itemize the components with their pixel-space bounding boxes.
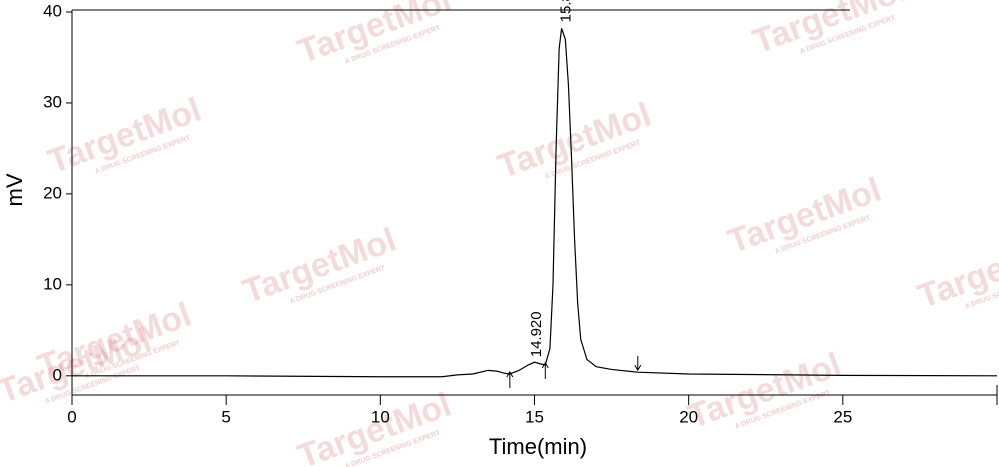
x-tick-label: 25 <box>833 407 852 426</box>
peak-label: 15.879 <box>558 0 575 22</box>
y-tick-label: 30 <box>43 92 62 111</box>
watermark-text: TargetMol <box>748 0 911 61</box>
marker-arrow <box>634 356 642 372</box>
watermark-text: TargetMol <box>493 96 656 186</box>
watermark-text: TargetMol <box>293 0 456 71</box>
watermark-text: TargetMol <box>723 171 886 261</box>
watermark-text: TargetMol <box>683 346 846 436</box>
x-tick-label: 0 <box>67 407 76 426</box>
marker-arrow <box>506 371 514 388</box>
integration-marker <box>541 361 549 379</box>
x-axis-label: Time(min) <box>489 434 587 459</box>
x-tick-label: 20 <box>679 407 698 426</box>
y-tick-label: 20 <box>43 183 62 202</box>
y-axis-label: mV <box>2 173 27 206</box>
integration-marker <box>634 356 642 372</box>
x-tick-label: 15 <box>525 407 544 426</box>
y-tick-label: 0 <box>53 365 62 384</box>
signal-line <box>72 28 998 378</box>
y-tick-label: 40 <box>43 1 62 20</box>
watermark-text: TargetMol <box>238 221 401 311</box>
integration-marker <box>506 371 514 388</box>
marker-arrow <box>541 361 549 379</box>
peak-label: 14.920 <box>528 311 545 357</box>
x-tick-label: 5 <box>221 407 230 426</box>
watermark-text: TargetMol <box>43 91 206 181</box>
x-tick-label: 10 <box>371 407 390 426</box>
y-tick-label: 10 <box>43 274 62 293</box>
